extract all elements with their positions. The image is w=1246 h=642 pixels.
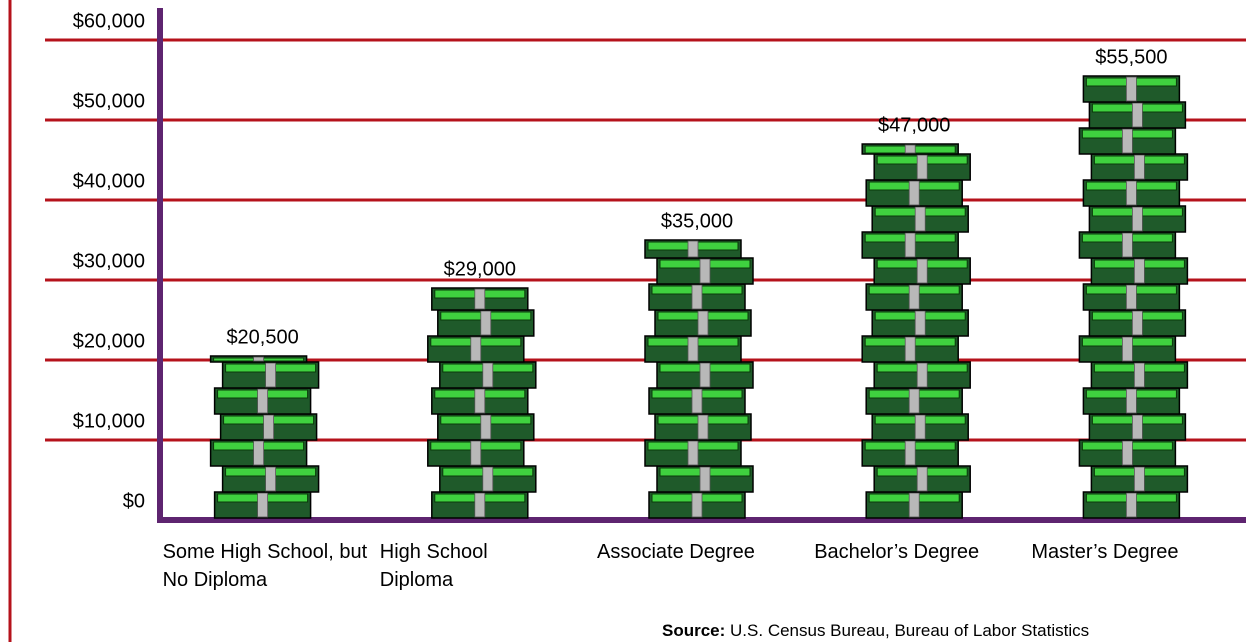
- money-band: [908, 492, 920, 518]
- money-band: [1122, 232, 1133, 258]
- x-tick-label: Associate Degree: [597, 541, 755, 563]
- money-band: [1126, 492, 1137, 518]
- money-band: [1134, 362, 1145, 388]
- money-band: [908, 180, 920, 206]
- money-band: [474, 288, 486, 310]
- y-tick-label: $40,000: [73, 170, 145, 192]
- money-band: [1126, 284, 1137, 310]
- money-band: [1126, 180, 1137, 206]
- money-band: [482, 362, 494, 388]
- source-text: U.S. Census Bureau, Bureau of Labor Stat…: [730, 621, 1090, 640]
- money-band: [699, 466, 711, 492]
- money-band: [691, 284, 703, 310]
- money-band: [687, 336, 699, 362]
- money-band: [916, 466, 928, 492]
- y-tick-label: $0: [123, 490, 145, 512]
- money-band: [1122, 128, 1133, 154]
- money-band: [1132, 102, 1143, 128]
- money-stack: [209, 355, 320, 519]
- value-label: $20,500: [226, 326, 298, 348]
- money-band: [253, 440, 265, 466]
- money-band: [1126, 388, 1137, 414]
- source-label: Source:: [662, 621, 726, 640]
- money-stack: [861, 143, 971, 519]
- money-band: [691, 492, 703, 518]
- y-tick-label: $60,000: [73, 10, 145, 32]
- money-band: [904, 144, 916, 154]
- x-tick-label: Bachelor’s Degree: [814, 541, 980, 563]
- money-band: [699, 362, 711, 388]
- money-band: [1134, 154, 1145, 180]
- money-stack: [644, 239, 754, 519]
- y-tick-label: $20,000: [73, 330, 145, 352]
- money-band: [691, 388, 703, 414]
- money-band: [904, 232, 916, 258]
- money-band: [1134, 258, 1145, 284]
- money-band: [1132, 414, 1143, 440]
- money-band: [1132, 310, 1143, 336]
- money-band: [265, 466, 277, 492]
- value-label: $55,500: [1095, 46, 1167, 68]
- y-tick-label: $50,000: [73, 90, 145, 112]
- money-band: [914, 310, 926, 336]
- money-band: [480, 310, 492, 336]
- value-label: $29,000: [444, 258, 516, 280]
- money-band: [908, 284, 920, 310]
- money-band: [916, 362, 928, 388]
- y-tick-label: $10,000: [73, 410, 145, 432]
- money-band: [474, 388, 486, 414]
- money-band: [904, 336, 916, 362]
- y-tick-label: $30,000: [73, 250, 145, 272]
- x-tick-label: Some High School, but No Diploma: [162, 541, 368, 591]
- money-band: [914, 414, 926, 440]
- money-band: [265, 362, 277, 388]
- money-band: [1134, 466, 1145, 492]
- money-band: [1132, 206, 1143, 232]
- x-tick-label: High School Diploma: [379, 541, 488, 591]
- money-band: [470, 440, 482, 466]
- money-band: [914, 206, 926, 232]
- money-band: [263, 414, 275, 440]
- money-band: [474, 492, 486, 518]
- money-band: [253, 356, 265, 362]
- money-band: [480, 414, 492, 440]
- money-band: [1122, 440, 1133, 466]
- money-stack: [427, 287, 537, 519]
- money-band: [257, 388, 269, 414]
- money-band: [697, 414, 709, 440]
- money-band: [1122, 336, 1133, 362]
- money-band: [699, 258, 711, 284]
- x-tick-label: Master’s Degree: [1031, 541, 1179, 563]
- value-label: $47,000: [878, 114, 950, 136]
- money-band: [916, 258, 928, 284]
- money-band: [916, 154, 928, 180]
- source-note: Source: U.S. Census Bureau, Bureau of La…: [662, 621, 1089, 641]
- money-band: [482, 466, 494, 492]
- money-band: [908, 388, 920, 414]
- money-band: [687, 440, 699, 466]
- money-stack: [1078, 75, 1189, 519]
- money-band: [257, 492, 269, 518]
- money-band: [1126, 76, 1137, 102]
- money-band: [697, 310, 709, 336]
- money-band: [687, 240, 699, 258]
- money-band: [904, 440, 916, 466]
- value-label: $35,000: [661, 210, 733, 232]
- money-band: [470, 336, 482, 362]
